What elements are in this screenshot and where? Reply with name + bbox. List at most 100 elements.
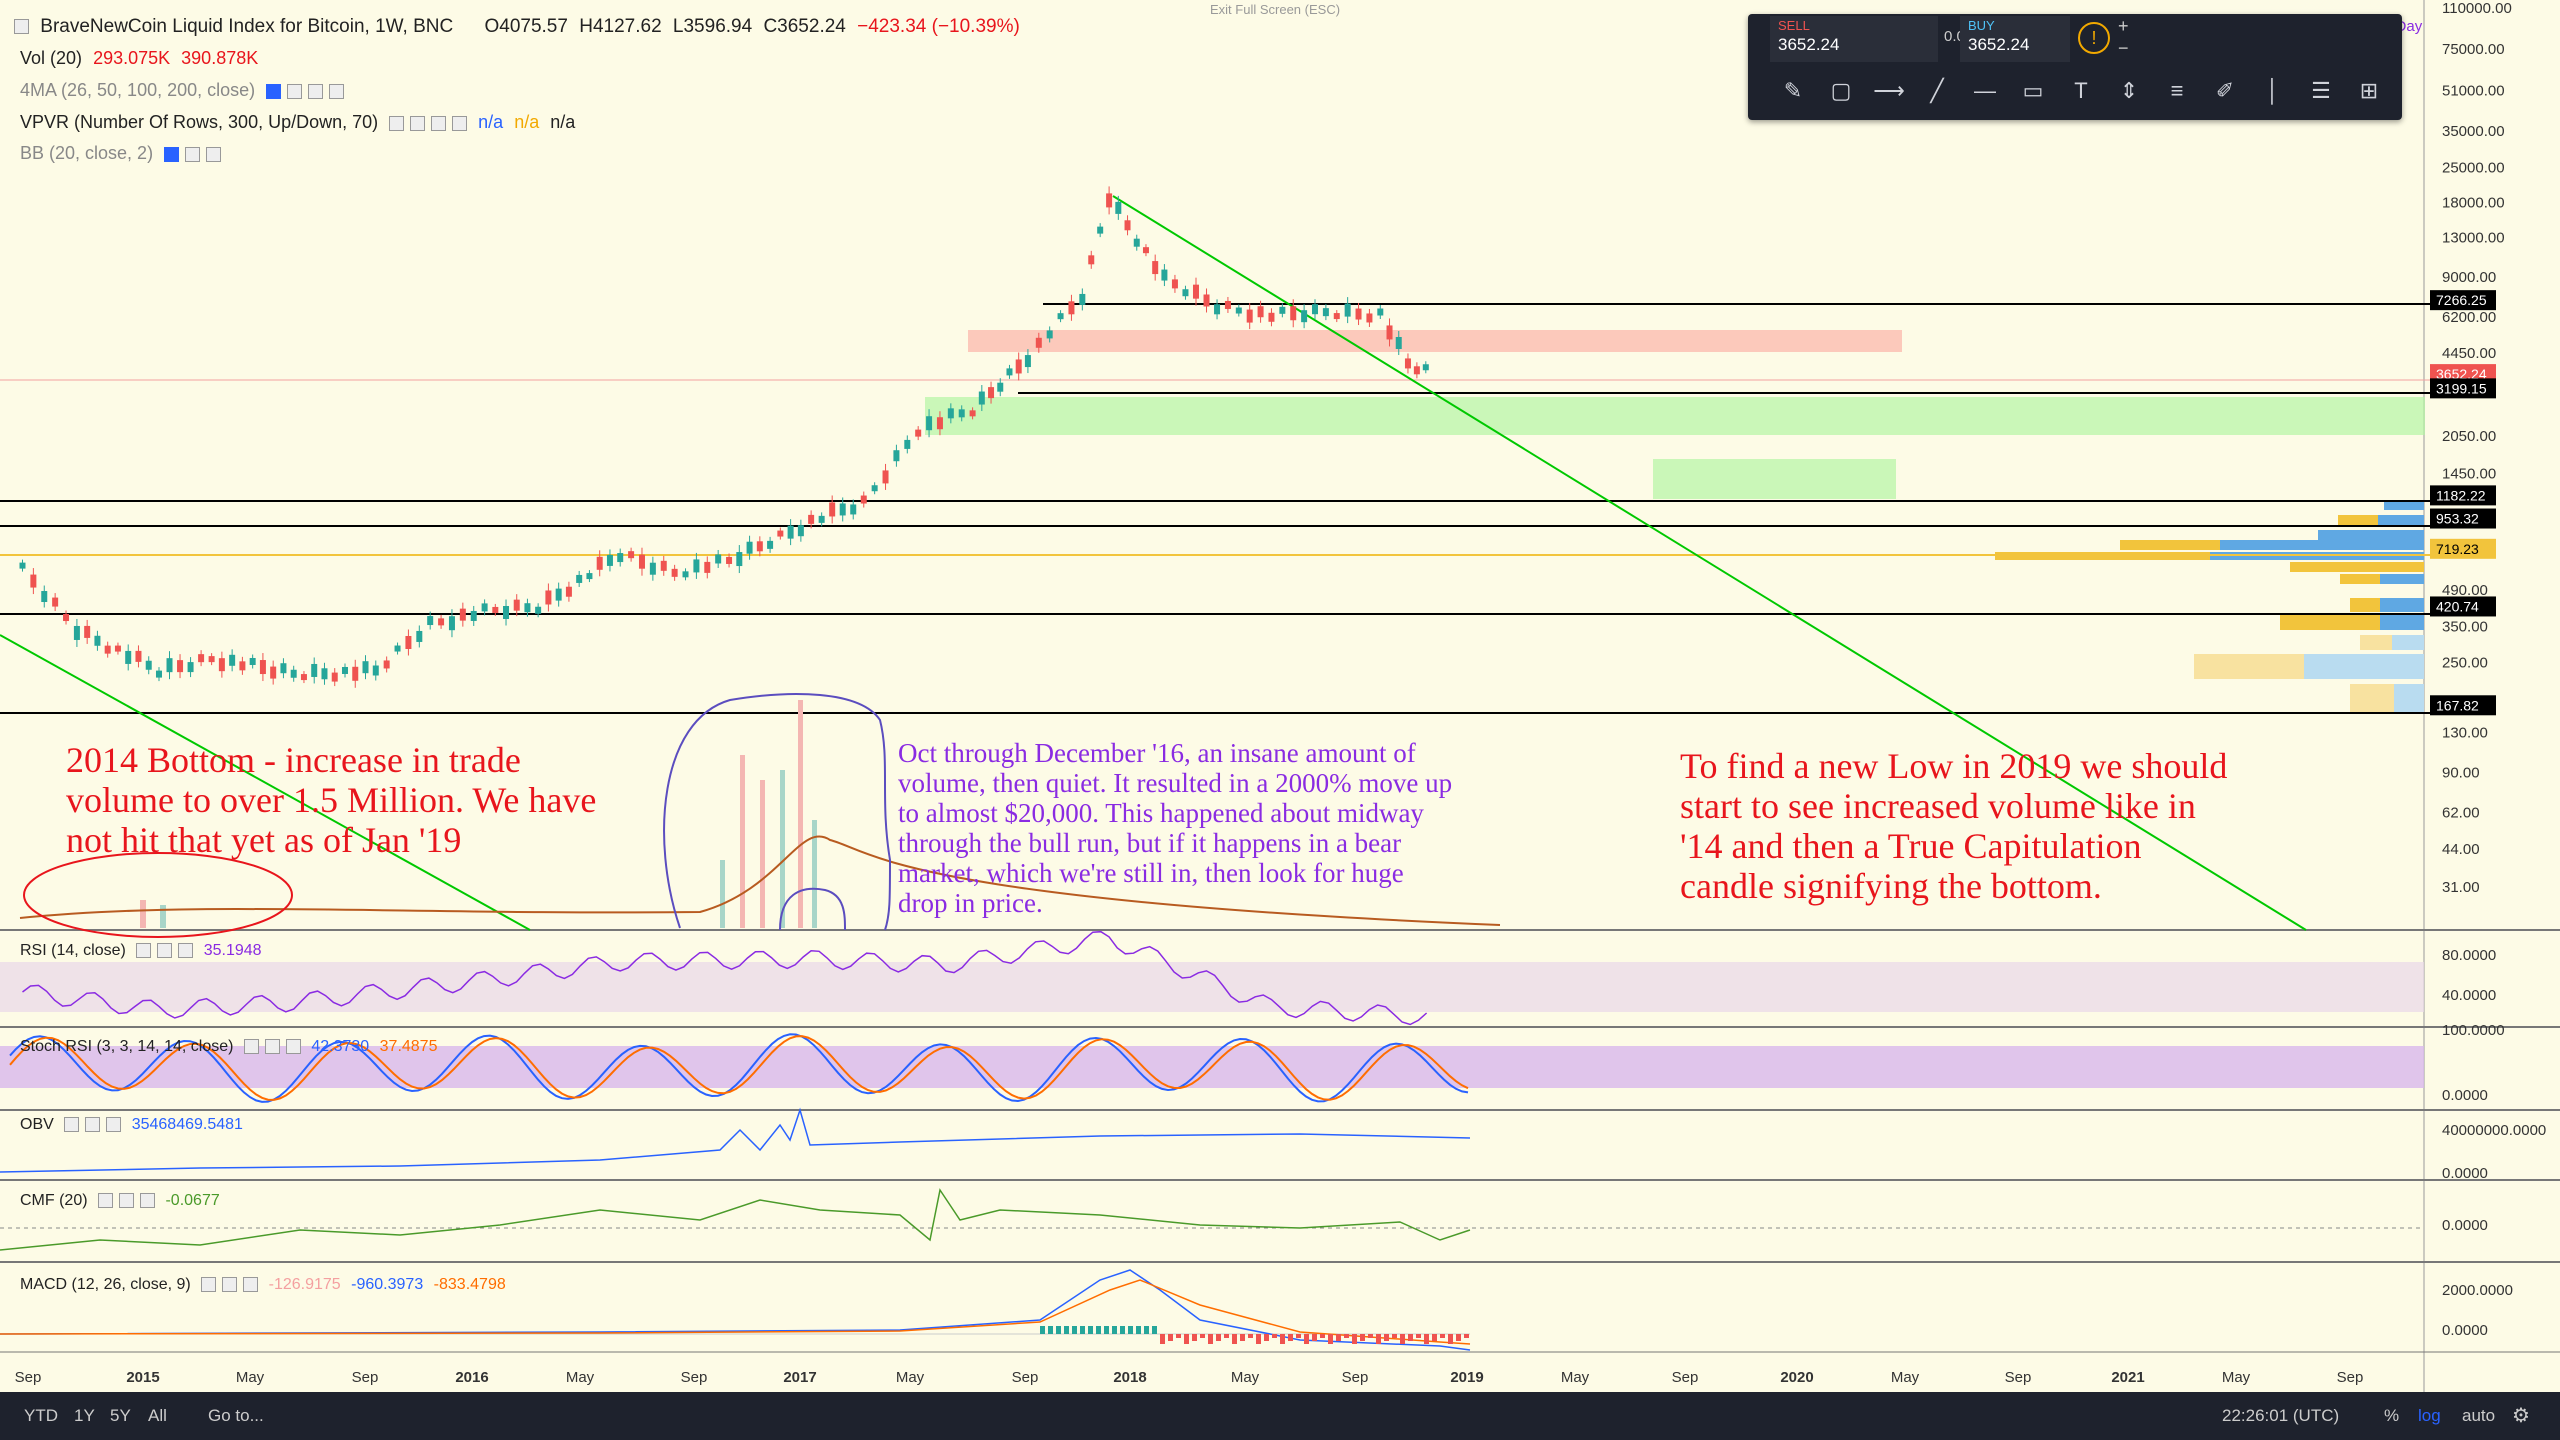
fib-icon[interactable]: ≡ (2170, 78, 2184, 103)
fib-channel-icon[interactable]: ☰ (2311, 78, 2331, 103)
eye-icon[interactable] (164, 146, 180, 162)
remove-icon[interactable] (206, 146, 222, 162)
macd-hist-bar (1464, 1334, 1469, 1338)
vertical-line-icon[interactable]: │ (2266, 78, 2280, 103)
rectangle-icon[interactable]: ▢ (1830, 78, 1852, 103)
remove-icon[interactable] (285, 1039, 301, 1055)
legend-vol[interactable]: Vol (20) 293.075K 390.878K (20, 48, 264, 69)
eye-icon[interactable] (266, 83, 282, 99)
legend-vpvr[interactable]: VPVR (Number Of Rows, 300, Up/Down, 70) … (20, 112, 581, 133)
legend-ma[interactable]: 4MA (26, 50, 100, 200, close) (20, 80, 350, 101)
ohlc-change: −423.34 (−10.39%) (857, 16, 1020, 37)
settings-icon[interactable] (185, 146, 201, 162)
legend-rsi[interactable]: RSI (14, close) 35.1948 (20, 942, 268, 960)
settings-icon[interactable] (119, 1193, 135, 1209)
remove-icon[interactable] (140, 1193, 156, 1209)
trend-line-icon[interactable]: ╱ (1930, 78, 1944, 103)
remove-icon[interactable] (178, 943, 194, 959)
settings-icon[interactable] (85, 1117, 101, 1133)
settings-icon[interactable] (264, 1039, 280, 1055)
source-icon[interactable] (431, 115, 447, 131)
callout-icon[interactable]: ▭ (2022, 78, 2044, 103)
candle-body (125, 650, 132, 664)
candle-body (767, 540, 774, 549)
minus-icon[interactable]: − (2118, 38, 2129, 58)
annotation-circle-2016[interactable] (663, 693, 892, 931)
eye-icon[interactable] (201, 1277, 217, 1293)
price-range-icon[interactable]: ⇕ (2119, 78, 2139, 103)
macd-hist-bar (1320, 1334, 1325, 1338)
percent-toggle[interactable]: % (2384, 1406, 2400, 1425)
horizontal-levels[interactable] (0, 303, 2430, 714)
support-zone-2[interactable] (1653, 459, 1896, 499)
legend-stoch[interactable]: Stoch RSI (3, 3, 14, 14, close) 42.3730 … (20, 1038, 443, 1056)
auto-toggle[interactable]: auto (2462, 1406, 2496, 1425)
log-toggle[interactable]: log (2418, 1406, 2441, 1425)
legend-cmf[interactable]: CMF (20) -0.0677 (20, 1192, 226, 1210)
candle-body (1235, 307, 1242, 314)
macd-hist-bar (1192, 1334, 1197, 1341)
range-1y-button[interactable]: 1Y (74, 1406, 95, 1425)
candle-body (1024, 355, 1031, 368)
macd-hist-bar (1424, 1334, 1429, 1344)
horizontal-line-icon[interactable]: — (1974, 78, 1996, 103)
eye-icon[interactable] (98, 1193, 114, 1209)
exit-full-screen[interactable]: Exit Full Screen (ESC) (1210, 2, 1341, 17)
eye-icon[interactable] (136, 943, 152, 959)
settings-icon[interactable] (222, 1277, 238, 1293)
range-5y-button[interactable]: 5Y (110, 1406, 131, 1425)
settings-gear-icon[interactable]: ⚙ (2512, 1405, 2530, 1427)
candle-body (73, 625, 80, 640)
2014-trend-line[interactable] (0, 634, 531, 931)
horizontal-ray-icon[interactable]: ⟶ (1873, 78, 1905, 103)
eye-icon[interactable] (243, 1039, 259, 1055)
time-tick-label: 2018 (1113, 1369, 1146, 1386)
text-icon[interactable]: T (2074, 78, 2088, 103)
range-all-button[interactable]: All (148, 1406, 167, 1425)
buy-button[interactable]: BUY 3652.24 (1960, 16, 2070, 62)
symbol-title[interactable]: BraveNewCoin Liquid Index for Bitcoin, 1… (40, 16, 454, 37)
remove-icon[interactable] (106, 1117, 122, 1133)
annotation-oct-dec-2016[interactable]: Oct through December '16, an insane amou… (898, 738, 1453, 918)
macd-hist-bar (1080, 1326, 1085, 1334)
time-tick-label: 2020 (1780, 1369, 1813, 1386)
remove-icon[interactable] (243, 1277, 259, 1293)
remove-icon[interactable] (329, 83, 345, 99)
macd-hist-bar (1152, 1326, 1157, 1334)
settings-icon[interactable] (287, 83, 303, 99)
annotation-circle-small[interactable] (779, 887, 846, 931)
candle-body (756, 541, 763, 552)
go-to-button[interactable]: Go to... (208, 1406, 264, 1425)
downtrend-line[interactable] (1112, 195, 2307, 931)
legend-obv[interactable]: OBV 35468469.5481 (20, 1116, 249, 1134)
osc-tick-label: 0.0000 (2442, 1087, 2488, 1104)
candle-body (383, 660, 390, 669)
pen-icon[interactable]: ✐ (2215, 78, 2235, 103)
source-icon[interactable] (308, 83, 324, 99)
remove-icon[interactable] (452, 115, 468, 131)
settings-icon[interactable] (157, 943, 173, 959)
brush-icon[interactable]: ✎ (1783, 78, 1803, 103)
settings-icon[interactable] (410, 115, 426, 131)
legend-bb[interactable]: BB (20, close, 2) (20, 143, 227, 164)
candle-body (915, 429, 922, 437)
macd-value-2: -960.3973 (351, 1276, 424, 1293)
trading-panel[interactable]: SELL 3652.24 0.00 BUY 3652.24 ! + − ✎ ▢ … (1748, 14, 2402, 120)
support-zone-1[interactable] (925, 397, 2425, 435)
info-icon[interactable]: ! (2078, 22, 2110, 54)
macd-hist-bar (1208, 1334, 1213, 1344)
collapse-icon[interactable] (14, 19, 29, 35)
range-ytd-button[interactable]: YTD (24, 1406, 58, 1425)
annotation-circle-2014[interactable] (23, 852, 293, 938)
sell-button[interactable]: SELL 3652.24 (1770, 16, 1938, 62)
annotation-new-low-2019[interactable]: To find a new Low in 2019 we should star… (1680, 746, 2228, 906)
long-position-icon[interactable]: ⊞ (2359, 78, 2379, 103)
eye-icon[interactable] (389, 115, 405, 131)
legend-macd[interactable]: MACD (12, 26, close, 9) -126.9175 -960.3… (20, 1276, 512, 1294)
chart-canvas[interactable]: 110000.00 75000.00 51000.00 35000.00 25000.0… (0, 0, 2560, 1392)
annotation-2014-bottom[interactable]: 2014 Bottom - increase in trade volume t… (66, 740, 597, 860)
plus-icon[interactable]: + (2118, 16, 2129, 36)
resistance-zone[interactable] (968, 330, 1902, 352)
candle-body (1322, 308, 1329, 317)
eye-icon[interactable] (64, 1117, 80, 1133)
